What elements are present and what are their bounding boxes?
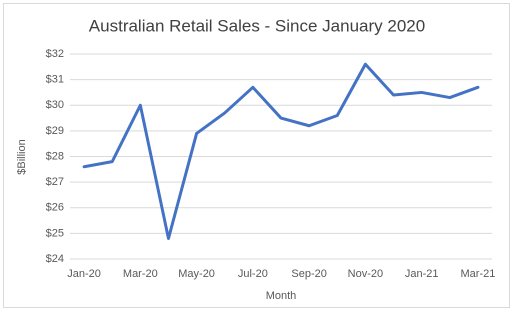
x-axis-label: Month	[266, 290, 297, 302]
chart-border	[3, 3, 510, 308]
y-tick-label: $32	[46, 48, 64, 60]
y-tick-label: $26	[46, 202, 64, 214]
x-tick-label: Sep-20	[291, 268, 326, 280]
y-tick-label: $27	[46, 176, 64, 188]
y-tick-label: $30	[46, 99, 64, 111]
x-tick-label: Mar-21	[461, 268, 496, 280]
y-axis-label: $Billion	[16, 139, 28, 174]
x-tick-label: May-20	[178, 268, 215, 280]
y-tick-label: $24	[46, 253, 64, 265]
y-tick-label: $29	[46, 125, 64, 137]
data-line	[82, 62, 480, 240]
y-tick-label: $28	[46, 150, 64, 162]
x-tick-label: Jul-20	[238, 268, 268, 280]
y-tick-label: $25	[46, 227, 64, 239]
chart-title: Australian Retail Sales - Since January …	[89, 16, 425, 35]
x-tick-label: Jan-21	[405, 268, 439, 280]
x-tick-label: Jan-20	[67, 268, 101, 280]
x-tick-label: Mar-20	[123, 268, 158, 280]
y-tick-label: $31	[46, 74, 64, 86]
x-tick-label: Nov-20	[348, 268, 383, 280]
